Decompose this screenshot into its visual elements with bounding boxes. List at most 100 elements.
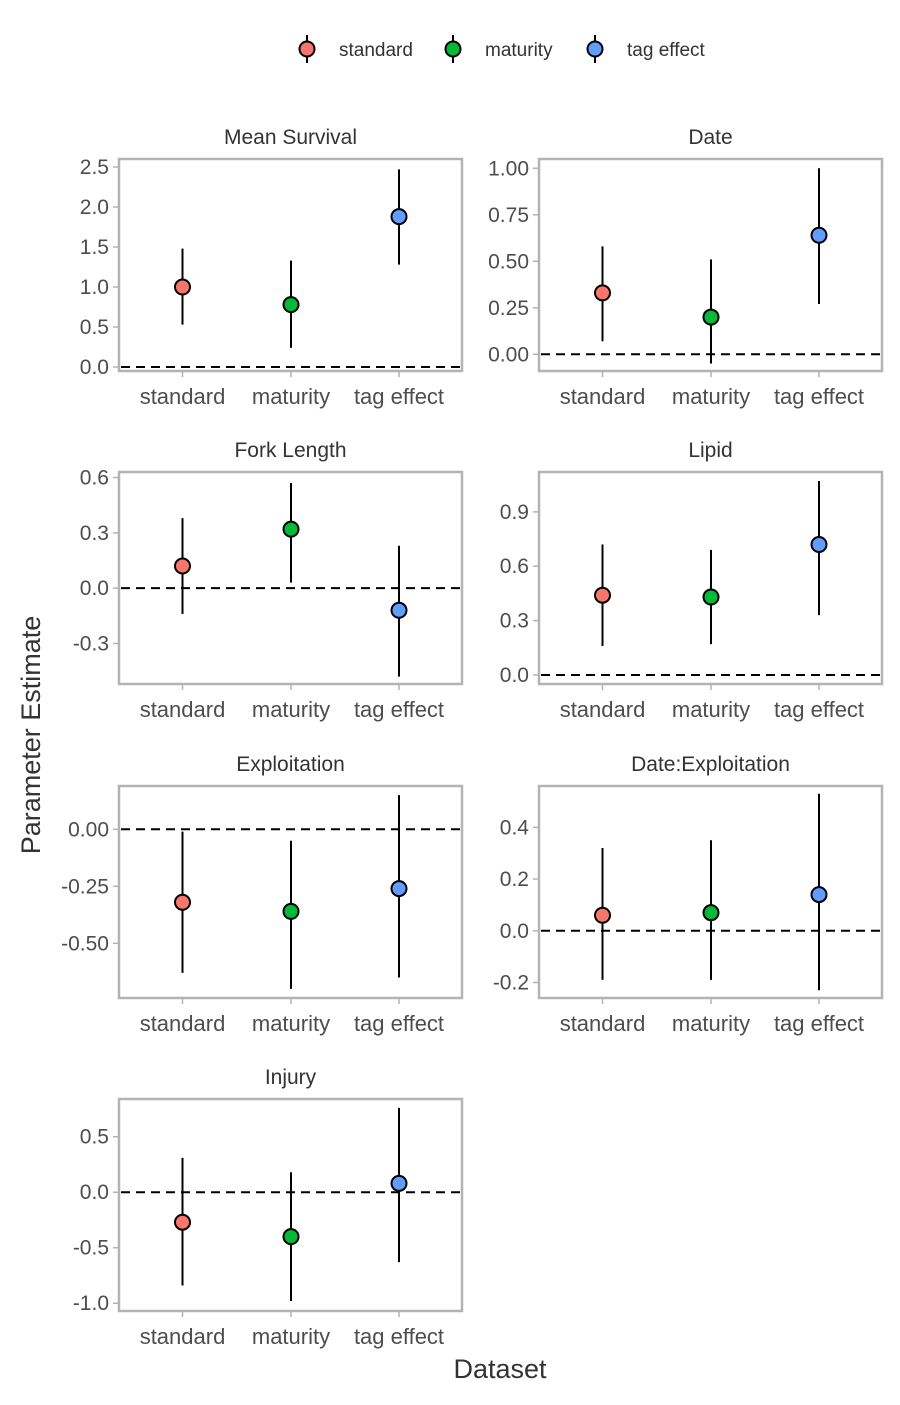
y-tick-label: 0.9 bbox=[500, 501, 529, 524]
estimate-point bbox=[702, 588, 720, 606]
x-tick-label: maturity bbox=[252, 1324, 330, 1349]
x-tick-label: standard bbox=[560, 697, 646, 722]
legend-label: maturity bbox=[485, 40, 553, 61]
y-tick-label: 0.0 bbox=[80, 577, 109, 600]
estimate-point bbox=[390, 601, 408, 619]
x-tick-label: maturity bbox=[672, 697, 750, 722]
x-tick-label: tag effect bbox=[354, 1324, 444, 1349]
x-tick-label: maturity bbox=[672, 384, 750, 409]
y-tick-label: 0.4 bbox=[500, 816, 530, 839]
y-tick-label: 0.3 bbox=[80, 522, 109, 545]
facet-panel: Date:Exploitation -0.2 0.0 0.2 0.4 standard ma… bbox=[493, 753, 884, 1036]
y-tick-label: -0.2 bbox=[493, 971, 529, 994]
y-tick-label: 0.6 bbox=[80, 467, 109, 490]
legend-item: maturity bbox=[444, 35, 553, 63]
estimate-point bbox=[702, 308, 720, 326]
facet-panels: Mean Survival 0.0 0.5 1.0 1.5 2.0 2.5 standard m… bbox=[61, 126, 884, 1349]
x-tick-label: standard bbox=[560, 384, 646, 409]
estimate-point bbox=[282, 520, 300, 538]
facet-panel: Mean Survival 0.0 0.5 1.0 1.5 2.0 2.5 standard m… bbox=[80, 126, 464, 409]
x-tick-label: tag effect bbox=[354, 384, 444, 409]
y-tick-label: 0.0 bbox=[500, 920, 529, 943]
x-tick-label: tag effect bbox=[774, 697, 864, 722]
estimate-point bbox=[174, 557, 191, 575]
x-tick-label: tag effect bbox=[774, 1011, 864, 1036]
panel-title: Lipid bbox=[688, 439, 732, 462]
x-tick-label: standard bbox=[140, 384, 226, 409]
y-tick-label: 0.2 bbox=[500, 868, 529, 891]
y-tick-label: 0.50 bbox=[488, 250, 529, 273]
y-tick-label: 1.0 bbox=[80, 276, 109, 299]
y-tick-label: -0.3 bbox=[73, 632, 109, 655]
y-tick-label: -0.50 bbox=[61, 932, 109, 955]
estimate-point bbox=[174, 278, 191, 296]
y-axis-title: Parameter Estimate bbox=[16, 616, 46, 855]
estimate-point bbox=[282, 902, 300, 920]
y-tick-label: 0.5 bbox=[80, 316, 109, 339]
estimate-point bbox=[174, 893, 191, 911]
estimate-point bbox=[282, 1228, 300, 1246]
x-tick-label: maturity bbox=[252, 1011, 330, 1036]
panel-title: Exploitation bbox=[236, 753, 345, 776]
legend-key-point bbox=[298, 40, 316, 58]
facet-panel: Injury -1.0 -0.5 0.0 0.5 standard maturity tag … bbox=[73, 1066, 464, 1349]
x-tick-label: standard bbox=[140, 1011, 226, 1036]
legend-key-point bbox=[444, 40, 462, 58]
panel-title: Date bbox=[688, 126, 732, 149]
estimate-point bbox=[594, 586, 611, 604]
y-tick-label: 1.00 bbox=[488, 157, 529, 180]
panel-title: Date:Exploitation bbox=[631, 753, 790, 776]
estimate-point bbox=[594, 906, 611, 924]
x-axis-title: Dataset bbox=[453, 1354, 547, 1384]
y-tick-label: 2.5 bbox=[80, 156, 109, 179]
y-tick-label: 1.5 bbox=[80, 236, 109, 259]
panel-title: Injury bbox=[265, 1066, 317, 1089]
x-tick-label: tag effect bbox=[354, 697, 444, 722]
facet-panel: Date 0.00 0.25 0.50 0.75 1.00 standard maturity… bbox=[488, 126, 884, 409]
y-tick-label: -1.0 bbox=[73, 1292, 109, 1315]
y-tick-label: -0.5 bbox=[73, 1237, 109, 1260]
y-tick-label: 0.0 bbox=[500, 664, 529, 687]
y-tick-label: 0.00 bbox=[488, 343, 529, 366]
estimate-point bbox=[594, 284, 611, 302]
x-tick-label: standard bbox=[560, 1011, 646, 1036]
estimate-point bbox=[810, 226, 828, 244]
y-tick-label: 0.75 bbox=[488, 204, 529, 227]
estimate-point bbox=[282, 296, 300, 314]
y-tick-label: 2.0 bbox=[80, 196, 109, 219]
facet-panel: Exploitation -0.50 -0.25 0.00 standard maturi… bbox=[61, 753, 464, 1036]
panel-title: Mean Survival bbox=[224, 126, 357, 149]
y-tick-label: 0.6 bbox=[500, 555, 529, 578]
x-tick-label: standard bbox=[140, 1324, 226, 1349]
y-tick-label: 0.0 bbox=[80, 356, 109, 379]
facet-panel: Fork Length -0.3 0.0 0.3 0.6 standard maturity… bbox=[73, 439, 464, 722]
x-tick-label: standard bbox=[140, 697, 226, 722]
y-tick-label: 0.25 bbox=[488, 297, 529, 320]
legend-label: tag effect bbox=[627, 40, 706, 61]
estimate-point bbox=[390, 1174, 408, 1192]
legend-item: tag effect bbox=[586, 35, 706, 63]
legend-label: standard bbox=[339, 40, 413, 61]
estimate-point bbox=[702, 904, 720, 922]
estimate-point bbox=[390, 880, 408, 898]
x-tick-label: maturity bbox=[672, 1011, 750, 1036]
y-tick-label: -0.25 bbox=[61, 875, 109, 898]
y-tick-label: 0.00 bbox=[68, 818, 109, 841]
y-tick-label: 0.3 bbox=[500, 610, 529, 633]
x-tick-label: tag effect bbox=[774, 384, 864, 409]
estimate-point bbox=[810, 886, 828, 904]
legend-key-point bbox=[586, 40, 604, 58]
estimate-point bbox=[390, 208, 408, 226]
y-tick-label: 0.0 bbox=[80, 1181, 109, 1204]
x-tick-label: maturity bbox=[252, 384, 330, 409]
y-tick-label: 0.5 bbox=[80, 1126, 109, 1149]
panel-title: Fork Length bbox=[234, 439, 346, 462]
legend: standard maturity tag effect bbox=[298, 35, 706, 63]
facet-panel: Lipid 0.0 0.3 0.6 0.9 standard maturity tag eff… bbox=[500, 439, 884, 722]
x-tick-label: maturity bbox=[252, 697, 330, 722]
estimate-point bbox=[810, 535, 828, 553]
legend-item: standard bbox=[298, 35, 413, 63]
x-tick-label: tag effect bbox=[354, 1011, 444, 1036]
